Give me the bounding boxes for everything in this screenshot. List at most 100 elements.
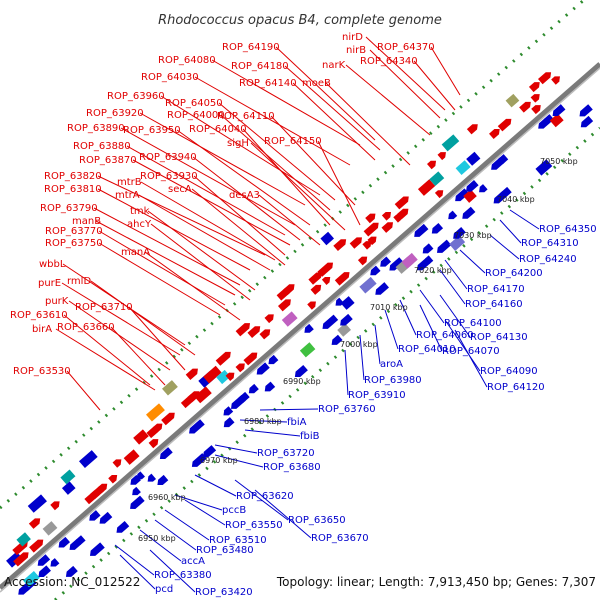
leader-line [419, 304, 443, 352]
gene-box [449, 235, 466, 251]
tick-label: 6980 kbp [244, 417, 282, 426]
leader-line [140, 181, 276, 261]
gene-label: accA [181, 556, 205, 567]
leader-line [132, 159, 291, 246]
leader-line [344, 349, 349, 396]
gene-box [417, 179, 436, 196]
gene-box [359, 276, 377, 294]
gene-arrow [340, 313, 353, 326]
leader-line [292, 82, 376, 161]
leader-line [98, 230, 226, 306]
leader-line [454, 329, 488, 388]
gene-label: ROP_63760 [318, 404, 376, 415]
gene-arrow [497, 154, 509, 165]
gene-label: desA3 [229, 190, 260, 201]
gene-arrow [307, 301, 316, 310]
gene-box [340, 296, 355, 310]
gene-arrow [367, 236, 377, 246]
tick-label: 6970 kbp [200, 456, 238, 465]
gene-label: ROP_63650 [288, 515, 346, 526]
gene-box [123, 449, 140, 465]
gene-arrow [414, 223, 429, 237]
leader-line [191, 188, 286, 266]
gene-label: ROP_63960 [107, 91, 165, 102]
gene-arrow [248, 383, 259, 394]
gene-label: ROP_63870 [79, 155, 137, 166]
gene-label: ROP_64170 [467, 284, 525, 295]
gene-label: ROP_63620 [236, 491, 294, 502]
gene-box [281, 311, 298, 327]
gene-arrow [268, 354, 279, 365]
gene-label: ROP_63910 [348, 390, 406, 401]
leader-line [258, 194, 321, 246]
gene-arrow [294, 364, 308, 377]
gene-label: purK [45, 296, 69, 307]
gene-label: fbiB [300, 431, 320, 442]
gene-label: narK [322, 60, 346, 71]
leader-line [184, 499, 226, 526]
leader-line [144, 251, 241, 321]
gene-arrow [243, 352, 258, 366]
gene-box [60, 469, 76, 485]
gene-label: ROP_64370 [377, 42, 435, 53]
leader-line [193, 175, 286, 256]
gene-arrow [38, 565, 51, 577]
gene-label: ROP_64160 [465, 299, 523, 310]
gene-arrow [365, 213, 376, 224]
gene-arrow [130, 495, 145, 509]
gene-arrow [537, 72, 552, 85]
gene-label: aroA [380, 359, 403, 370]
gene-box [441, 134, 460, 152]
leader-line [284, 65, 381, 151]
leader-line [459, 249, 486, 274]
gene-label: mtrB [117, 177, 142, 188]
leader-line [139, 112, 306, 206]
gene-label: ROP_64040 [189, 124, 247, 135]
gene-arrow [247, 326, 261, 338]
gene-box [320, 231, 335, 246]
gene-label: birA [32, 324, 52, 335]
gene-arrow [448, 210, 458, 220]
gene-features [6, 72, 594, 595]
leader-line [63, 314, 151, 386]
gene-arrow [499, 186, 512, 199]
gene-label: ROP_64030 [141, 72, 199, 83]
leader-line [439, 294, 471, 338]
leader-line [275, 46, 376, 141]
gene-label: ROP_63680 [263, 462, 321, 473]
gene-label: manA [121, 247, 150, 258]
tick-label: 7000 kbp [340, 340, 378, 349]
leader-line [97, 188, 251, 271]
gene-arrow [215, 351, 231, 366]
leader-line [147, 210, 256, 291]
gene-arrow [552, 104, 566, 117]
gene-arrow [37, 554, 51, 566]
leader-line [413, 60, 456, 111]
leader-line [90, 280, 196, 356]
leader-line [234, 479, 289, 521]
gene-arrow [282, 284, 295, 296]
gene-box [27, 494, 47, 513]
map-title: Rhodococcus opacus B4, complete genome [158, 13, 442, 28]
leader-line [128, 306, 186, 371]
gene-label: pccB [222, 505, 246, 516]
gene-label: nirB [346, 45, 366, 56]
gene-label: ROP_63660 [57, 322, 115, 333]
leader-line [119, 554, 156, 590]
leader-line [439, 269, 466, 305]
gene-arrow [489, 129, 500, 139]
leader-line [430, 46, 461, 96]
gene-box [42, 521, 58, 536]
gene-arrow [112, 459, 122, 468]
gene-box [466, 151, 481, 166]
gene-label: pcd [155, 584, 173, 595]
leader-line [359, 334, 365, 381]
gene-label: ROP_64050 [165, 98, 223, 109]
tick-label: 7020 kbp [414, 266, 452, 275]
gene-box [216, 369, 231, 385]
gene-arrow [264, 381, 276, 392]
chromosome-axis [0, 62, 600, 590]
gene-label: ROP_63750 [45, 238, 103, 249]
accession-text: Accession: NC_012522 [4, 575, 140, 589]
gene-arrow [159, 447, 173, 459]
